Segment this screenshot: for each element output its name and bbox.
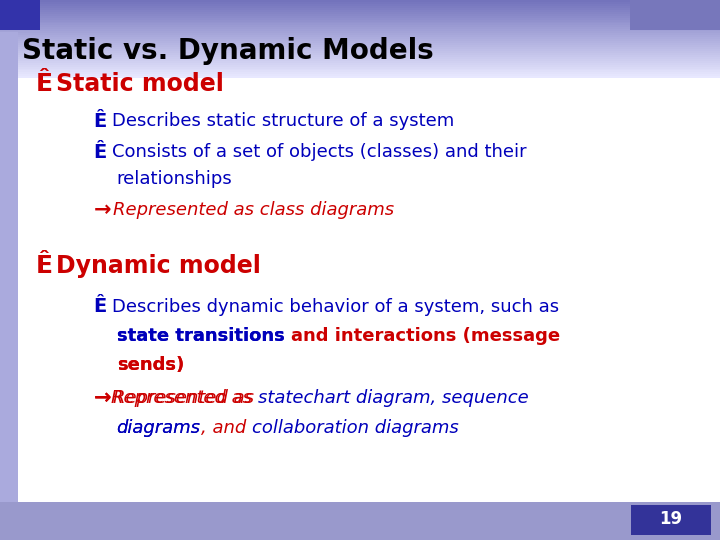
Bar <box>0 10 720 12</box>
Bar <box>0 28 720 29</box>
Bar <box>0 23 720 25</box>
Bar <box>0 69 720 71</box>
Bar <box>0 49 720 51</box>
Bar <box>630 0 720 30</box>
Bar <box>0 29 720 31</box>
Bar <box>0 502 720 540</box>
Bar <box>0 59 720 60</box>
Bar <box>0 76 720 78</box>
Bar <box>0 45 720 47</box>
Bar <box>0 6 720 8</box>
Text: Ê: Ê <box>94 143 107 162</box>
Bar <box>0 2 720 4</box>
Bar <box>0 18 720 19</box>
Bar <box>0 75 720 76</box>
Bar <box>0 12 720 14</box>
Text: sends): sends) <box>117 355 184 374</box>
Bar <box>0 8 720 10</box>
Bar <box>0 53 720 55</box>
Text: Ê: Ê <box>94 112 107 131</box>
Bar <box>0 55 720 57</box>
Text: state transitions: state transitions <box>117 327 291 345</box>
Text: →: → <box>94 388 111 408</box>
Bar <box>0 19 720 22</box>
Text: state transitions: state transitions <box>117 327 291 345</box>
Text: Ê: Ê <box>36 72 53 96</box>
Bar <box>0 33 720 35</box>
Bar <box>0 51 720 53</box>
Text: Consists of a set of objects (classes) and their: Consists of a set of objects (classes) a… <box>112 143 526 161</box>
Bar <box>0 32 18 502</box>
Bar <box>0 37 720 39</box>
Bar <box>0 0 720 2</box>
Text: diagrams: diagrams <box>117 418 201 437</box>
Text: →: → <box>94 199 111 220</box>
Text: Ê: Ê <box>94 297 107 316</box>
Bar <box>631 505 711 535</box>
Text: Describes dynamic behavior of a system, such as: Describes dynamic behavior of a system, … <box>112 298 559 316</box>
Text: and interactions (message: and interactions (message <box>291 327 559 345</box>
Bar <box>0 0 720 32</box>
Bar <box>0 25 720 28</box>
Bar <box>0 22 720 23</box>
Text: sends): sends) <box>117 355 184 374</box>
Bar <box>0 65 720 66</box>
Bar <box>0 31 720 33</box>
Text: Represented as: Represented as <box>113 389 260 407</box>
Text: 19: 19 <box>660 510 683 529</box>
Bar <box>0 14 720 16</box>
Bar <box>0 63 720 65</box>
Bar <box>0 16 720 18</box>
Bar <box>0 60 720 63</box>
Bar <box>0 71 720 72</box>
Bar <box>0 41 720 43</box>
Text: Dynamic model: Dynamic model <box>56 254 261 278</box>
Bar <box>0 72 720 75</box>
Bar <box>0 47 720 49</box>
Text: Static vs. Dynamic Models: Static vs. Dynamic Models <box>22 37 433 65</box>
Text: Describes static structure of a system: Describes static structure of a system <box>112 112 454 131</box>
Text: , and: , and <box>201 418 252 437</box>
Text: collaboration diagrams: collaboration diagrams <box>252 418 459 437</box>
Text: Ê: Ê <box>36 254 53 278</box>
Text: relationships: relationships <box>117 170 233 188</box>
Bar <box>0 57 720 59</box>
Bar <box>0 4 720 6</box>
Text: statechart diagram, sequence: statechart diagram, sequence <box>258 389 528 407</box>
Bar <box>0 43 720 45</box>
Text: Represented as class diagrams: Represented as class diagrams <box>113 200 394 219</box>
Text: Static model: Static model <box>56 72 224 96</box>
Bar <box>0 35 720 37</box>
Bar <box>0 66 720 69</box>
Text: →: → <box>94 388 111 408</box>
Text: Represented as: Represented as <box>111 389 258 407</box>
Bar <box>0 0 40 30</box>
Bar <box>0 39 720 41</box>
Text: diagrams: diagrams <box>117 418 201 437</box>
